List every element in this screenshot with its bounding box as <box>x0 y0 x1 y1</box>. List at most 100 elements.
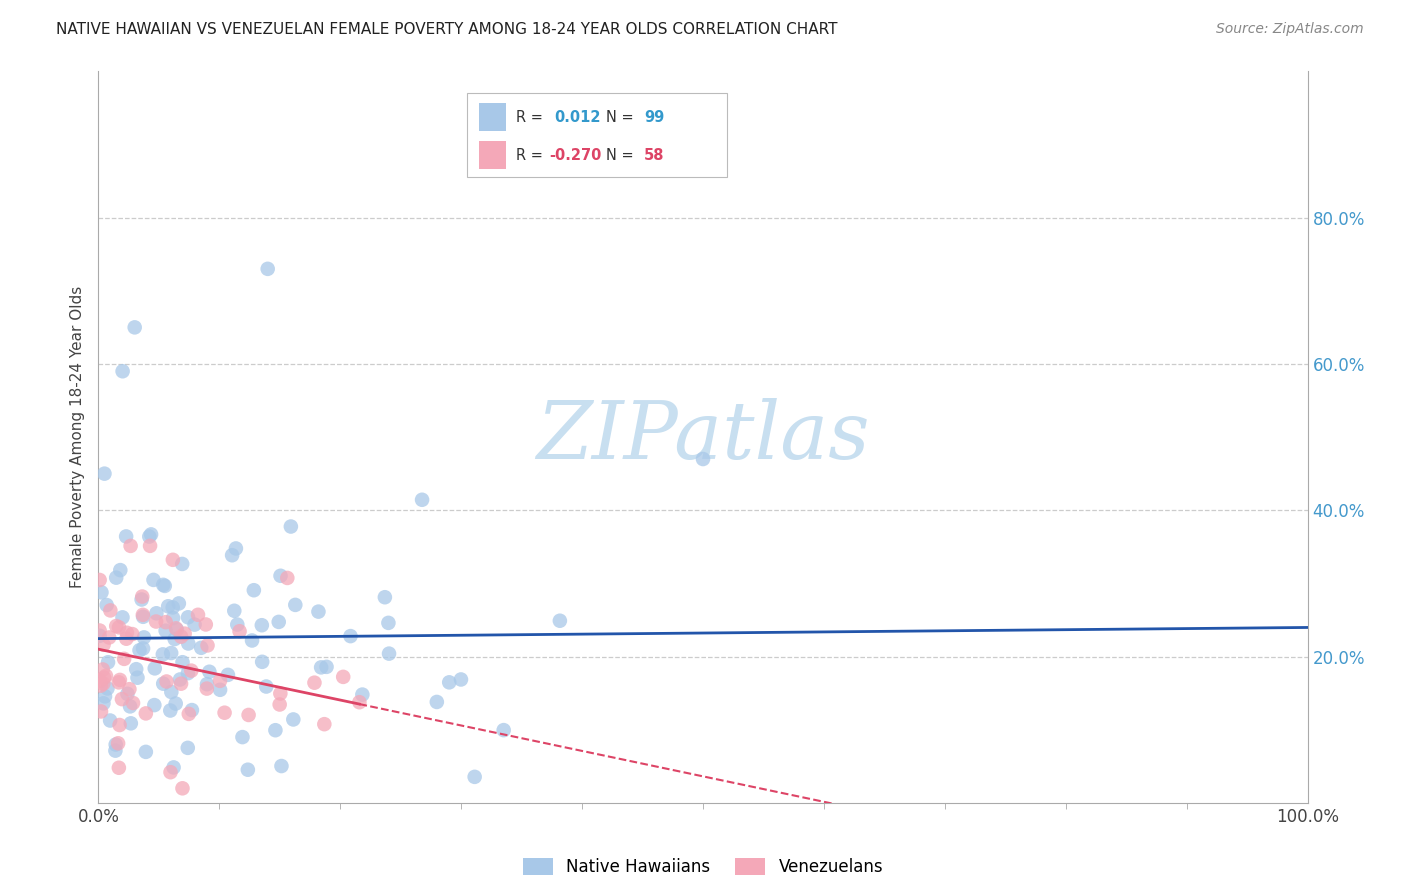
Point <box>314 717 336 731</box>
Point <box>349 695 371 709</box>
Text: ZIPatlas: ZIPatlas <box>536 399 870 475</box>
Point <box>90 679 112 693</box>
Point <box>183 617 205 632</box>
Point <box>177 610 200 624</box>
Point <box>411 492 433 507</box>
Point <box>269 686 291 700</box>
Point <box>152 676 174 690</box>
Bar <box>479 141 506 169</box>
Point <box>173 626 195 640</box>
Point <box>89 629 111 643</box>
Point <box>250 655 273 669</box>
Point <box>159 765 181 780</box>
Point <box>283 713 305 727</box>
Point <box>221 548 243 562</box>
Point <box>93 638 115 652</box>
Point <box>166 623 188 637</box>
Point <box>450 673 472 687</box>
Point <box>169 673 191 687</box>
Point <box>118 682 141 697</box>
Point <box>309 660 332 674</box>
Point <box>194 617 217 632</box>
Point <box>132 609 155 624</box>
Point <box>195 681 218 696</box>
Point <box>243 583 266 598</box>
Point <box>145 607 167 621</box>
Point <box>198 665 221 679</box>
Point <box>374 591 396 605</box>
Point <box>157 599 180 614</box>
Point <box>195 677 218 691</box>
Point <box>121 627 143 641</box>
Point <box>115 529 138 543</box>
Text: 99: 99 <box>644 110 664 125</box>
Point <box>120 716 142 731</box>
Point <box>152 648 174 662</box>
Point <box>143 698 166 712</box>
Point <box>131 590 153 604</box>
Point <box>132 607 155 622</box>
Point <box>177 636 200 650</box>
Point <box>98 714 121 728</box>
Point <box>236 763 259 777</box>
Point <box>93 697 115 711</box>
Point <box>94 669 117 683</box>
Point <box>120 539 142 553</box>
Point <box>492 723 515 738</box>
Point <box>91 663 114 677</box>
Point <box>264 723 287 738</box>
Point <box>139 539 162 553</box>
Point <box>339 629 361 643</box>
Point <box>280 519 302 533</box>
Point <box>224 604 246 618</box>
Point <box>190 640 212 655</box>
Point <box>226 617 249 632</box>
Point <box>209 682 232 697</box>
Point <box>108 761 131 775</box>
Point <box>127 671 149 685</box>
Point <box>98 603 121 617</box>
Text: N =: N = <box>606 110 638 125</box>
Point <box>548 614 571 628</box>
Point <box>180 664 202 678</box>
Point <box>214 706 236 720</box>
Point <box>276 571 298 585</box>
Point <box>153 579 176 593</box>
Point <box>89 624 111 638</box>
Point <box>94 690 117 704</box>
Bar <box>479 103 506 131</box>
Point <box>90 705 112 719</box>
Point <box>105 571 128 585</box>
Point <box>163 632 186 646</box>
Point <box>108 718 131 732</box>
Point <box>162 611 184 625</box>
Point <box>172 655 194 669</box>
Point <box>125 662 148 676</box>
Point <box>89 673 111 688</box>
Point <box>162 760 184 774</box>
Point <box>238 708 260 723</box>
Text: -0.270: -0.270 <box>550 147 602 162</box>
Point <box>177 666 200 681</box>
Point <box>170 630 193 644</box>
Y-axis label: Female Poverty Among 18-24 Year Olds: Female Poverty Among 18-24 Year Olds <box>69 286 84 588</box>
Point <box>240 633 263 648</box>
Point <box>177 740 200 755</box>
Point <box>91 676 114 690</box>
Point <box>122 696 145 710</box>
Point <box>378 647 401 661</box>
Point <box>111 364 134 378</box>
Point <box>120 699 142 714</box>
Point <box>160 685 183 699</box>
Point <box>228 624 250 639</box>
Point <box>439 675 461 690</box>
Point <box>162 553 184 567</box>
Point <box>304 675 326 690</box>
Point <box>155 615 177 630</box>
Point <box>269 698 291 712</box>
Point <box>167 596 190 610</box>
Point <box>115 625 138 640</box>
Point <box>464 770 486 784</box>
Point <box>104 744 127 758</box>
Point <box>108 673 131 687</box>
